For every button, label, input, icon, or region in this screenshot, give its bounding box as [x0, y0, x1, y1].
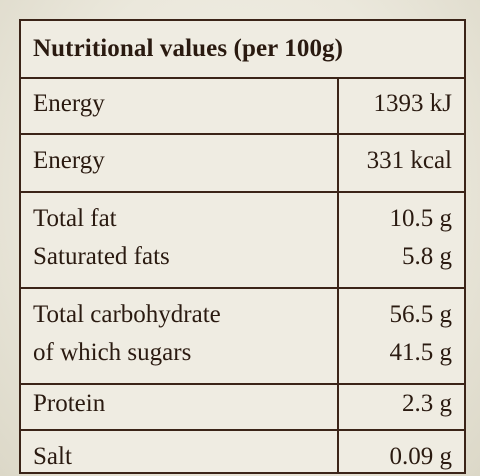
nutrient-label: Total carbohydrate — [33, 301, 221, 328]
nutrient-value: 1393 kJ — [373, 90, 452, 117]
nutrient-value: 0.09 g — [389, 443, 453, 470]
nutrient-label: Energy — [33, 90, 105, 117]
table-row-salt: Salt 0.09 g — [21, 431, 464, 474]
nutrient-sublabel: of which sugars — [33, 339, 192, 366]
nutrient-sublabel: Saturated fats — [33, 243, 170, 270]
nutrient-value: 2.3 g — [402, 390, 452, 417]
table-row-fat: Total fat 10.5 g Saturated fats 5.8 g — [21, 193, 464, 289]
nutrient-label: Salt — [33, 443, 72, 470]
column-divider — [337, 79, 339, 472]
nutrient-label: Total fat — [33, 205, 117, 232]
nutrient-label: Energy — [33, 147, 105, 174]
table-row-energy-kj: Energy 1393 kJ — [21, 79, 464, 135]
table-row-energy-kcal: Energy 331 kcal — [21, 135, 464, 193]
nutrition-table: Nutritional values (per 100g) Energy 139… — [19, 19, 466, 474]
table-row-protein: Protein 2.3 g — [21, 385, 464, 431]
table-title: Nutritional values (per 100g) — [33, 35, 344, 62]
nutrient-value: 331 kcal — [366, 147, 452, 174]
nutrient-label: Protein — [33, 390, 106, 417]
table-header: Nutritional values (per 100g) — [21, 21, 464, 79]
nutrient-subvalue: 41.5 g — [389, 339, 453, 366]
nutrient-value: 56.5 g — [389, 301, 453, 328]
nutrient-subvalue: 5.8 g — [402, 243, 452, 270]
table-row-carbohydrate: Total carbohydrate 56.5 g of which sugar… — [21, 289, 464, 385]
nutrient-value: 10.5 g — [389, 205, 453, 232]
